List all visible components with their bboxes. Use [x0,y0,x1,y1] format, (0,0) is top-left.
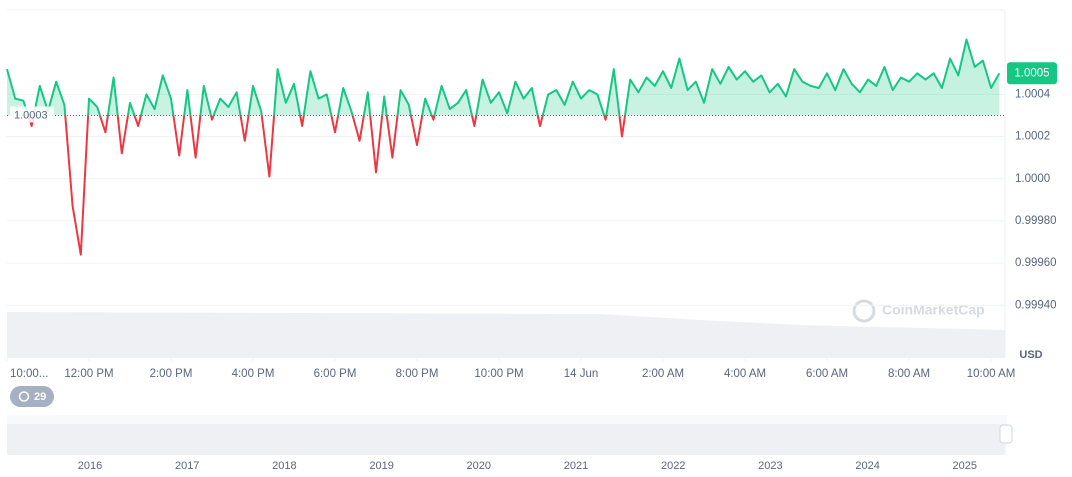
navigator-year: 2023 [758,460,782,472]
x-tick-label: 4:00 PM [232,368,275,380]
navigator-year: 2022 [661,460,685,472]
x-tick-label: 12:00 PM [64,368,113,380]
y-tick-label: 0.99960 [1015,257,1057,269]
navigator-year: 2016 [78,460,102,472]
x-tick-label: 4:00 AM [724,368,766,380]
watermark: CoinMarketCap [852,299,985,323]
x-tick-label: 6:00 AM [806,368,848,380]
x-tick-label: 14 Jun [564,368,599,380]
navigator-year: 2024 [855,460,879,472]
navigator-year: 2019 [369,460,393,472]
x-tick-label: 2:00 AM [642,368,684,380]
x-tick-label: 8:00 PM [396,368,439,380]
x-tick-label: 2:00 PM [150,368,193,380]
area [7,39,1000,116]
price-tag-label: 1.0005 [1014,67,1049,79]
x-tick-label: 10:00... [10,368,48,380]
price-line [6,38,1001,256]
volume-area [7,312,1005,358]
y-tick-label: 0.99940 [1015,299,1057,311]
watermark-text: CoinMarketCap [882,302,985,318]
navigator-year: 2020 [467,460,491,472]
x-tick-label: 6:00 PM [314,368,357,380]
x-tick-label: 10:00 PM [474,368,523,380]
x-tick-label: 8:00 AM [888,368,930,380]
currency-label: USD [1019,349,1042,361]
y-tick-label: 1.0004 [1015,88,1051,100]
navigator-year: 2021 [564,460,588,472]
y-tick-label: 0.99980 [1015,215,1057,227]
x-tick-label: 10:00 AM [967,368,1016,380]
navigator-year: 2018 [272,460,296,472]
price-tag [1007,62,1057,85]
y-tick-label: 1.0000 [1015,173,1050,185]
navigator-year: 2017 [175,460,199,472]
navigator-year: 2025 [953,460,977,472]
navigator-handle[interactable] [999,424,1013,444]
baseline-label: 1.0003 [14,109,48,121]
navigator-area [7,424,1005,455]
y-tick-label: 1.0002 [1015,131,1050,143]
badge[interactable]: 29 [10,386,54,407]
badge-count: 29 [34,391,46,403]
baseline-tag [10,106,54,123]
